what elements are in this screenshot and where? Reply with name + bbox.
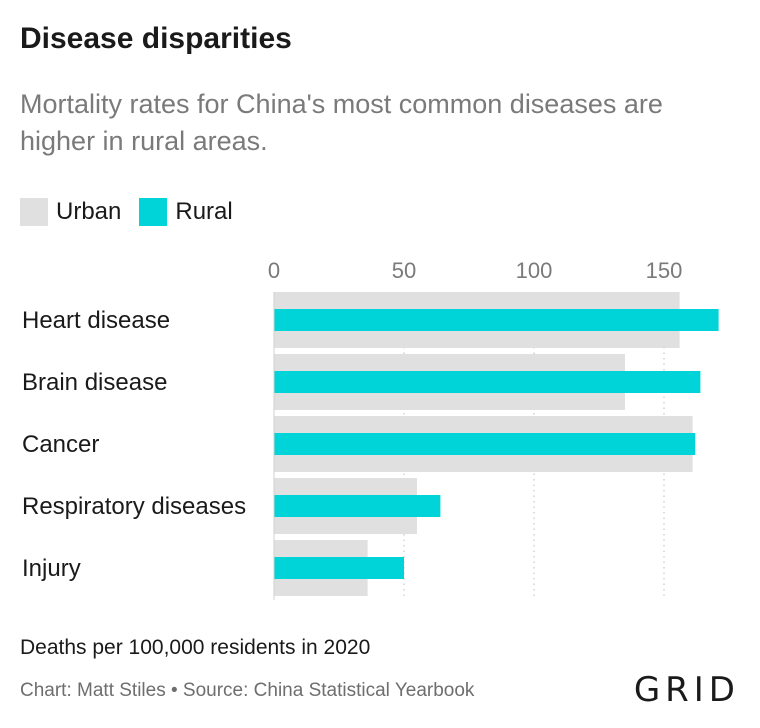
chart-subtitle: Mortality rates for China's most common …	[20, 89, 663, 156]
category-label-brain-disease: Brain disease	[22, 369, 167, 396]
x-tick-label-100: 100	[516, 258, 553, 283]
legend-item-rural: Rural	[139, 198, 233, 226]
x-tick-label-0: 0	[268, 258, 280, 283]
category-label-respiratory-diseases: Respiratory diseases	[22, 493, 246, 520]
category-label-injury: Injury	[22, 555, 81, 582]
units-note: Deaths per 100,000 residents in 2020	[20, 636, 371, 659]
bar-rural-injury	[274, 557, 404, 579]
bar-rural-respiratory-diseases	[274, 495, 441, 517]
bar-rural-brain-disease	[274, 371, 701, 393]
category-label-heart-disease: Heart disease	[22, 307, 170, 334]
source-credit: Chart: Matt Stiles • Source: China Stati…	[20, 680, 475, 701]
legend-swatch-rural	[139, 198, 168, 226]
legend-label-rural: Rural	[175, 198, 233, 225]
chart-title: Disease disparities	[20, 22, 292, 55]
bar-rural-heart-disease	[274, 309, 719, 331]
legend-label-urban: Urban	[56, 198, 122, 225]
bar-rural-cancer	[274, 433, 696, 455]
category-label-cancer: Cancer	[22, 431, 99, 458]
grid-logo: GRID	[633, 670, 740, 710]
bar-chart: 0 50 100 150 Heart disease Brain disease Cance…	[22, 258, 719, 600]
legend-swatch-urban	[20, 198, 48, 226]
legend-item-urban: Urban	[20, 198, 121, 226]
x-tick-label-150: 150	[646, 258, 683, 283]
x-tick-label-50: 50	[392, 258, 416, 283]
legend: Urban Rural	[20, 198, 251, 226]
